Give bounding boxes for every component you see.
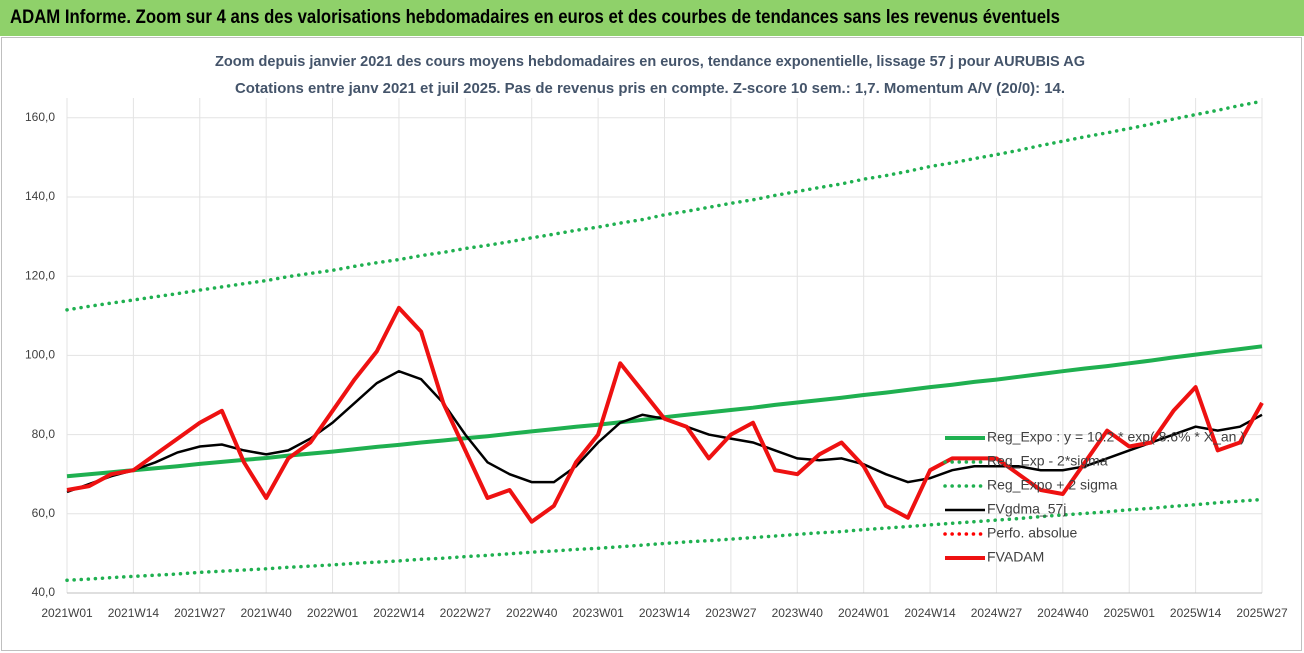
y-tick-label: 60,0	[32, 506, 56, 520]
grid: 40,0 60,0 80,0 100,0 120,0 140,0 160,0 2021W01 2…	[25, 98, 1288, 620]
x-tick-label: 2025W27	[1236, 606, 1288, 620]
x-tick-label: 2023W27	[705, 606, 757, 620]
y-tick-label: 40,0	[32, 585, 56, 599]
legend: Reg_Expo : y = 10.2 * exp( 8.6% * X_an )…	[943, 429, 1245, 565]
x-tick-label: 2022W27	[440, 606, 492, 620]
x-tick-label: 2024W14	[904, 606, 956, 620]
x-tick-label: 2023W01	[572, 606, 624, 620]
x-tick-label: 2022W40	[506, 606, 558, 620]
series-line	[65, 99, 1264, 312]
y-tick-label: 100,0	[25, 348, 55, 362]
header-title: ADAM Informe. Zoom sur 4 ans des valoris…	[10, 7, 1060, 28]
legend-label: Reg_Exp - 2*sigma	[987, 453, 1108, 469]
header-bar	[0, 0, 1304, 36]
series-line	[66, 305, 1264, 524]
x-tick-label: 2021W14	[108, 606, 160, 620]
x-tick-label: 2025W01	[1104, 606, 1156, 620]
legend-label: Reg_Expo : y = 10.2 * exp( 8.6% * X_an )	[987, 429, 1245, 445]
x-tick-label: 2022W14	[373, 606, 425, 620]
legend-label: FVADAM	[987, 549, 1044, 565]
x-tick-label: 2024W40	[1037, 606, 1089, 620]
x-tick-label: 2021W40	[240, 606, 292, 620]
y-tick-label: 120,0	[25, 268, 55, 282]
x-tick-label: 2023W40	[772, 606, 824, 620]
x-tick-label: 2024W27	[971, 606, 1023, 620]
x-tick-label: 2023W14	[639, 606, 691, 620]
legend-label: Reg_Expo + 2 sigma	[987, 477, 1118, 493]
chart-frame	[1, 37, 1302, 651]
plot	[65, 99, 1264, 583]
y-tick-label: 160,0	[25, 110, 55, 124]
x-tick-label: 2021W01	[41, 606, 93, 620]
y-tick-label: 80,0	[32, 427, 56, 441]
legend-label: Perfo. absolue	[987, 525, 1077, 541]
series-line	[65, 497, 1264, 583]
x-tick-label: 2022W01	[307, 606, 359, 620]
chart-title: Zoom depuis janvier 2021 des cours moyen…	[215, 53, 1085, 70]
x-tick-label: 2025W14	[1170, 606, 1222, 620]
x-tick-label: 2021W27	[174, 606, 226, 620]
chart-subtitle: Cotations entre janv 2021 et juil 2025. …	[235, 80, 1065, 97]
legend-label: FVgdma_57j	[987, 501, 1066, 517]
x-tick-label: 2024W01	[838, 606, 890, 620]
y-tick-label: 140,0	[25, 189, 55, 203]
